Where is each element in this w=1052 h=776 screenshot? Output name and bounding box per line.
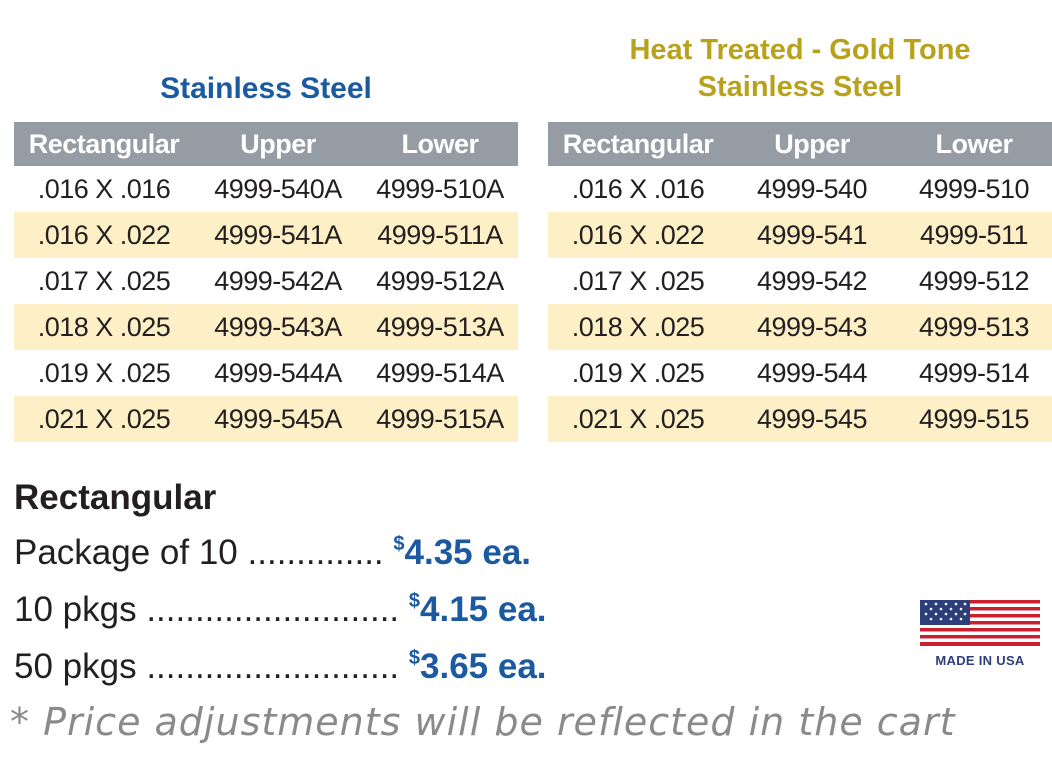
size-cell: .017 X .025 xyxy=(37,265,171,296)
made-in-usa-text: MADE IN USA xyxy=(935,653,1025,668)
size-cell: .021 X .025 xyxy=(14,396,194,442)
size-cell: .017 X .025 xyxy=(571,265,705,296)
lower-part-cell: 4999-510A xyxy=(376,173,504,204)
tier-label: Package of 10 xyxy=(14,533,238,572)
upper-part-cell: 4999-544A xyxy=(214,357,342,388)
price-tier-row: 50 pkgs .......................... $3.65… xyxy=(14,634,547,691)
upper-part-cell: 4999-545A xyxy=(194,396,362,442)
price-value: 4.15 ea. xyxy=(420,590,547,629)
size-cell: .018 X .025 xyxy=(548,304,728,350)
size-cell: .016 X .022 xyxy=(14,212,194,258)
lower-part-cell: 4999-512 xyxy=(918,265,1030,296)
tier-label: 50 pkgs xyxy=(14,647,137,686)
price-value: 4.35 ea. xyxy=(404,533,532,572)
size-cell: .019 X .025 xyxy=(37,357,171,388)
size-cell: .016 X .016 xyxy=(571,173,705,204)
lower-part-cell: 4999-513A xyxy=(362,304,518,350)
size-cell: .016 X .016 xyxy=(37,173,171,204)
size-cell: .016 X .022 xyxy=(548,212,728,258)
upper-part-cell: 4999-540A xyxy=(214,173,342,204)
table-header-row: Rectangular Upper Lower xyxy=(548,122,1052,166)
size-cell: .019 X .025 xyxy=(571,357,705,388)
upper-part-cell: 4999-544 xyxy=(756,357,868,388)
upper-part-cell: 4999-543A xyxy=(194,304,362,350)
upper-part-cell: 4999-541 xyxy=(728,212,896,258)
table-row: .016 X .016 4999-540 4999-510 xyxy=(548,166,1052,212)
leader-dots: .......................... xyxy=(146,647,400,686)
lower-part-cell: 4999-510 xyxy=(918,173,1030,204)
pricing-block: Rectangular Package of 10 ..............… xyxy=(14,476,547,691)
table-row: .016 X .022 4999-541A 4999-511A xyxy=(14,212,518,258)
gold-tone-title-line2: Stainless Steel xyxy=(697,71,903,103)
stainless-steel-table: Rectangular Upper Lower .016 X .016 4999… xyxy=(14,122,518,442)
upper-part-cell: 4999-542A xyxy=(214,265,342,296)
size-cell: .021 X .025 xyxy=(548,396,728,442)
table-row: .016 X .022 4999-541 4999-511 xyxy=(548,212,1052,258)
table-row: .017 X .025 4999-542A 4999-512A xyxy=(14,258,518,304)
lower-part-cell: 4999-515 xyxy=(896,396,1052,442)
lower-part-cell: 4999-513 xyxy=(896,304,1052,350)
column-header-upper: Upper xyxy=(728,122,896,166)
lower-part-cell: 4999-514A xyxy=(376,357,504,388)
price-tier-row: Package of 10 .............. $4.35 ea. xyxy=(14,520,547,577)
currency-symbol: $ xyxy=(393,533,405,555)
table-row: .018 X .025 4999-543 4999-513 xyxy=(548,304,1052,350)
lower-part-cell: 4999-514 xyxy=(918,357,1030,388)
gold-tone-table: Rectangular Upper Lower .016 X .016 4999… xyxy=(548,122,1052,442)
size-cell: .018 X .025 xyxy=(14,304,194,350)
leader-dots: .......................... xyxy=(146,590,400,629)
price-value: 3.65 ea. xyxy=(420,647,547,686)
lower-part-cell: 4999-511 xyxy=(896,212,1052,258)
leader-dots: .............. xyxy=(247,533,384,572)
upper-part-cell: 4999-542 xyxy=(756,265,868,296)
us-flag-icon xyxy=(920,600,1040,646)
lower-part-cell: 4999-515A xyxy=(362,396,518,442)
gold-tone-title-line1: Heat Treated - Gold Tone xyxy=(629,34,971,66)
table-row: .021 X .025 4999-545 4999-515 xyxy=(548,396,1052,442)
table-row: .018 X .025 4999-543A 4999-513A xyxy=(14,304,518,350)
price-tier-row: 10 pkgs .......................... $4.15… xyxy=(14,577,547,634)
table-row: .021 X .025 4999-545A 4999-515A xyxy=(14,396,518,442)
column-header-lower: Lower xyxy=(362,122,518,166)
upper-part-cell: 4999-541A xyxy=(194,212,362,258)
lower-part-cell: 4999-512A xyxy=(376,265,504,296)
table-row: .019 X .025 4999-544A 4999-514A xyxy=(14,350,518,396)
table-row: .017 X .025 4999-542 4999-512 xyxy=(548,258,1052,304)
table-header-row: Rectangular Upper Lower xyxy=(14,122,518,166)
tier-price: $4.15 ea. xyxy=(409,590,547,629)
tier-price: $4.35 ea. xyxy=(393,533,531,572)
column-header-rectangular: Rectangular xyxy=(548,122,728,166)
table-row: .016 X .016 4999-540A 4999-510A xyxy=(14,166,518,212)
table-row: .019 X .025 4999-544 4999-514 xyxy=(548,350,1052,396)
stainless-steel-title: Stainless Steel xyxy=(160,72,372,105)
currency-symbol: $ xyxy=(408,590,421,612)
upper-part-cell: 4999-545 xyxy=(728,396,896,442)
tier-price: $3.65 ea. xyxy=(409,647,547,686)
gold-tone-title: Heat Treated - Gold Tone Stainless Steel xyxy=(548,32,1052,106)
lower-part-cell: 4999-511A xyxy=(362,212,518,258)
made-in-usa-badge: MADE IN USA xyxy=(920,600,1040,668)
upper-part-cell: 4999-543 xyxy=(728,304,896,350)
currency-symbol: $ xyxy=(408,647,421,669)
column-header-upper: Upper xyxy=(194,122,362,166)
pricing-heading: Rectangular xyxy=(14,478,217,517)
column-header-lower: Lower xyxy=(896,122,1052,166)
tier-label: 10 pkgs xyxy=(14,590,137,629)
upper-part-cell: 4999-540 xyxy=(756,173,868,204)
price-adjustment-note: * Price adjustments will be reflected in… xyxy=(10,700,956,744)
column-header-rectangular: Rectangular xyxy=(14,122,194,166)
